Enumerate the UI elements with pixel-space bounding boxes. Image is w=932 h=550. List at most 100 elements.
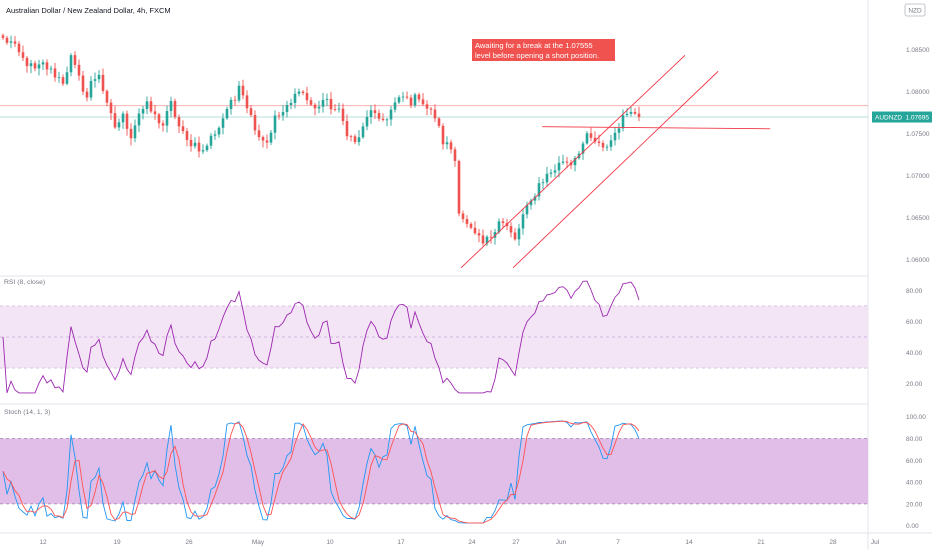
candle-body [41,62,45,65]
candle-body [85,91,89,98]
candle-body [461,213,465,220]
time-tick-label: 24 [468,539,476,546]
candle-body [541,182,545,184]
trend-channel [460,54,771,269]
time-tick-label: May [252,539,265,546]
candle-body [289,102,293,105]
stoch-pane: 100.00 80.00 60.00 40.00 20.00 0.00 [0,414,926,530]
candle-body [201,150,205,152]
time-tick-label: 17 [397,539,405,546]
currency-badge[interactable]: NZD [904,3,926,17]
candle-body [261,137,265,141]
candle-body [321,99,325,107]
candle-body [621,115,625,129]
candle-body [449,142,453,150]
annotation-line-2: level before opening a short position. [475,51,599,60]
candle-body [397,97,401,103]
candle-body [553,170,557,173]
candle-body [617,128,621,133]
candle-body [257,130,261,138]
candle-body [225,108,229,119]
candle-body [209,135,213,146]
candle-body [17,43,21,53]
candle-body [137,113,141,126]
break-level-line[interactable] [542,126,771,130]
candle-body [377,113,381,119]
candle-body [145,101,149,109]
last-price-value: 1.07695 [906,115,930,122]
candle-body [77,64,81,76]
symbol-title: Australian Dollar / New Zealand Dollar, … [6,6,171,15]
candle-body [633,111,637,114]
candle-body [185,131,189,140]
stoch-d-line [2,420,640,524]
last-price-symbol: AUDNZD [875,115,902,122]
candle-body [93,79,97,81]
rsi-tick-label: 60.00 [906,319,923,326]
candle-body [53,68,57,78]
stoch-axis-ticks: 100.00 80.00 60.00 40.00 20.00 0.00 [906,414,926,530]
candle-body [213,134,217,136]
time-tick-label: 14 [685,539,693,546]
candle-body [153,111,157,115]
candle-body [293,93,297,103]
candle-body [637,113,641,118]
candle-body [565,161,569,163]
candle-body [13,41,17,44]
candle-body [529,200,533,206]
candle-body [549,172,553,174]
candle-body [597,141,601,143]
candle-body [81,75,85,92]
stoch-tick-label: 80.00 [906,436,923,443]
candle-body [65,72,69,84]
candle-body [453,149,457,161]
candle-body [125,113,129,129]
annotation-note[interactable]: Awaiting for a break at the 1.07555 leve… [472,39,615,61]
candle-body [609,140,613,147]
candle-body [157,114,161,124]
candle-body [401,96,405,98]
candle-body [573,158,577,166]
candle-body [129,128,133,139]
candle-body [9,41,13,43]
rsi-axis-ticks: 80.00 60.00 40.00 20.00 [906,288,923,388]
candle-body [165,111,169,126]
candle-body [241,85,245,96]
price-axis-ticks: 1.08500 1.08000 1.07500 1.07000 1.06500 1.060… [906,47,930,264]
candle-body [481,235,485,244]
candle-body [357,137,361,143]
candle-body [61,77,65,84]
candle-body [173,101,177,118]
candle-body [441,125,445,145]
candle-body [253,115,257,131]
candle-body [97,74,101,80]
candle-body [309,100,313,105]
candle-body [437,118,441,126]
rsi-title: RSI (8, close) [4,279,45,286]
candle-body [341,108,345,122]
candle-body [5,37,9,43]
price-tick-label: 1.08000 [906,89,930,96]
candle-body [465,219,469,224]
candle-body [345,121,349,137]
price-tick-label: 1.08500 [906,47,930,54]
candle-body [57,77,61,79]
candle-body [117,122,121,128]
candle-body [369,110,373,117]
candle-body [113,113,117,128]
candle-body [169,101,173,112]
candle-body [217,127,221,135]
price-tick-label: 1.06000 [906,257,930,264]
candle-body [141,108,145,114]
candle-body [509,226,513,233]
rsi-tick-label: 40.00 [906,350,923,357]
candle-body [373,110,377,114]
channel-upper-rail[interactable] [460,54,686,269]
stoch-tick-label: 60.00 [906,458,923,465]
candle-body [149,101,153,112]
candle-body [325,98,329,100]
candle-body [249,108,253,116]
candle-body [533,196,537,201]
channel-lower-rail[interactable] [512,70,719,269]
